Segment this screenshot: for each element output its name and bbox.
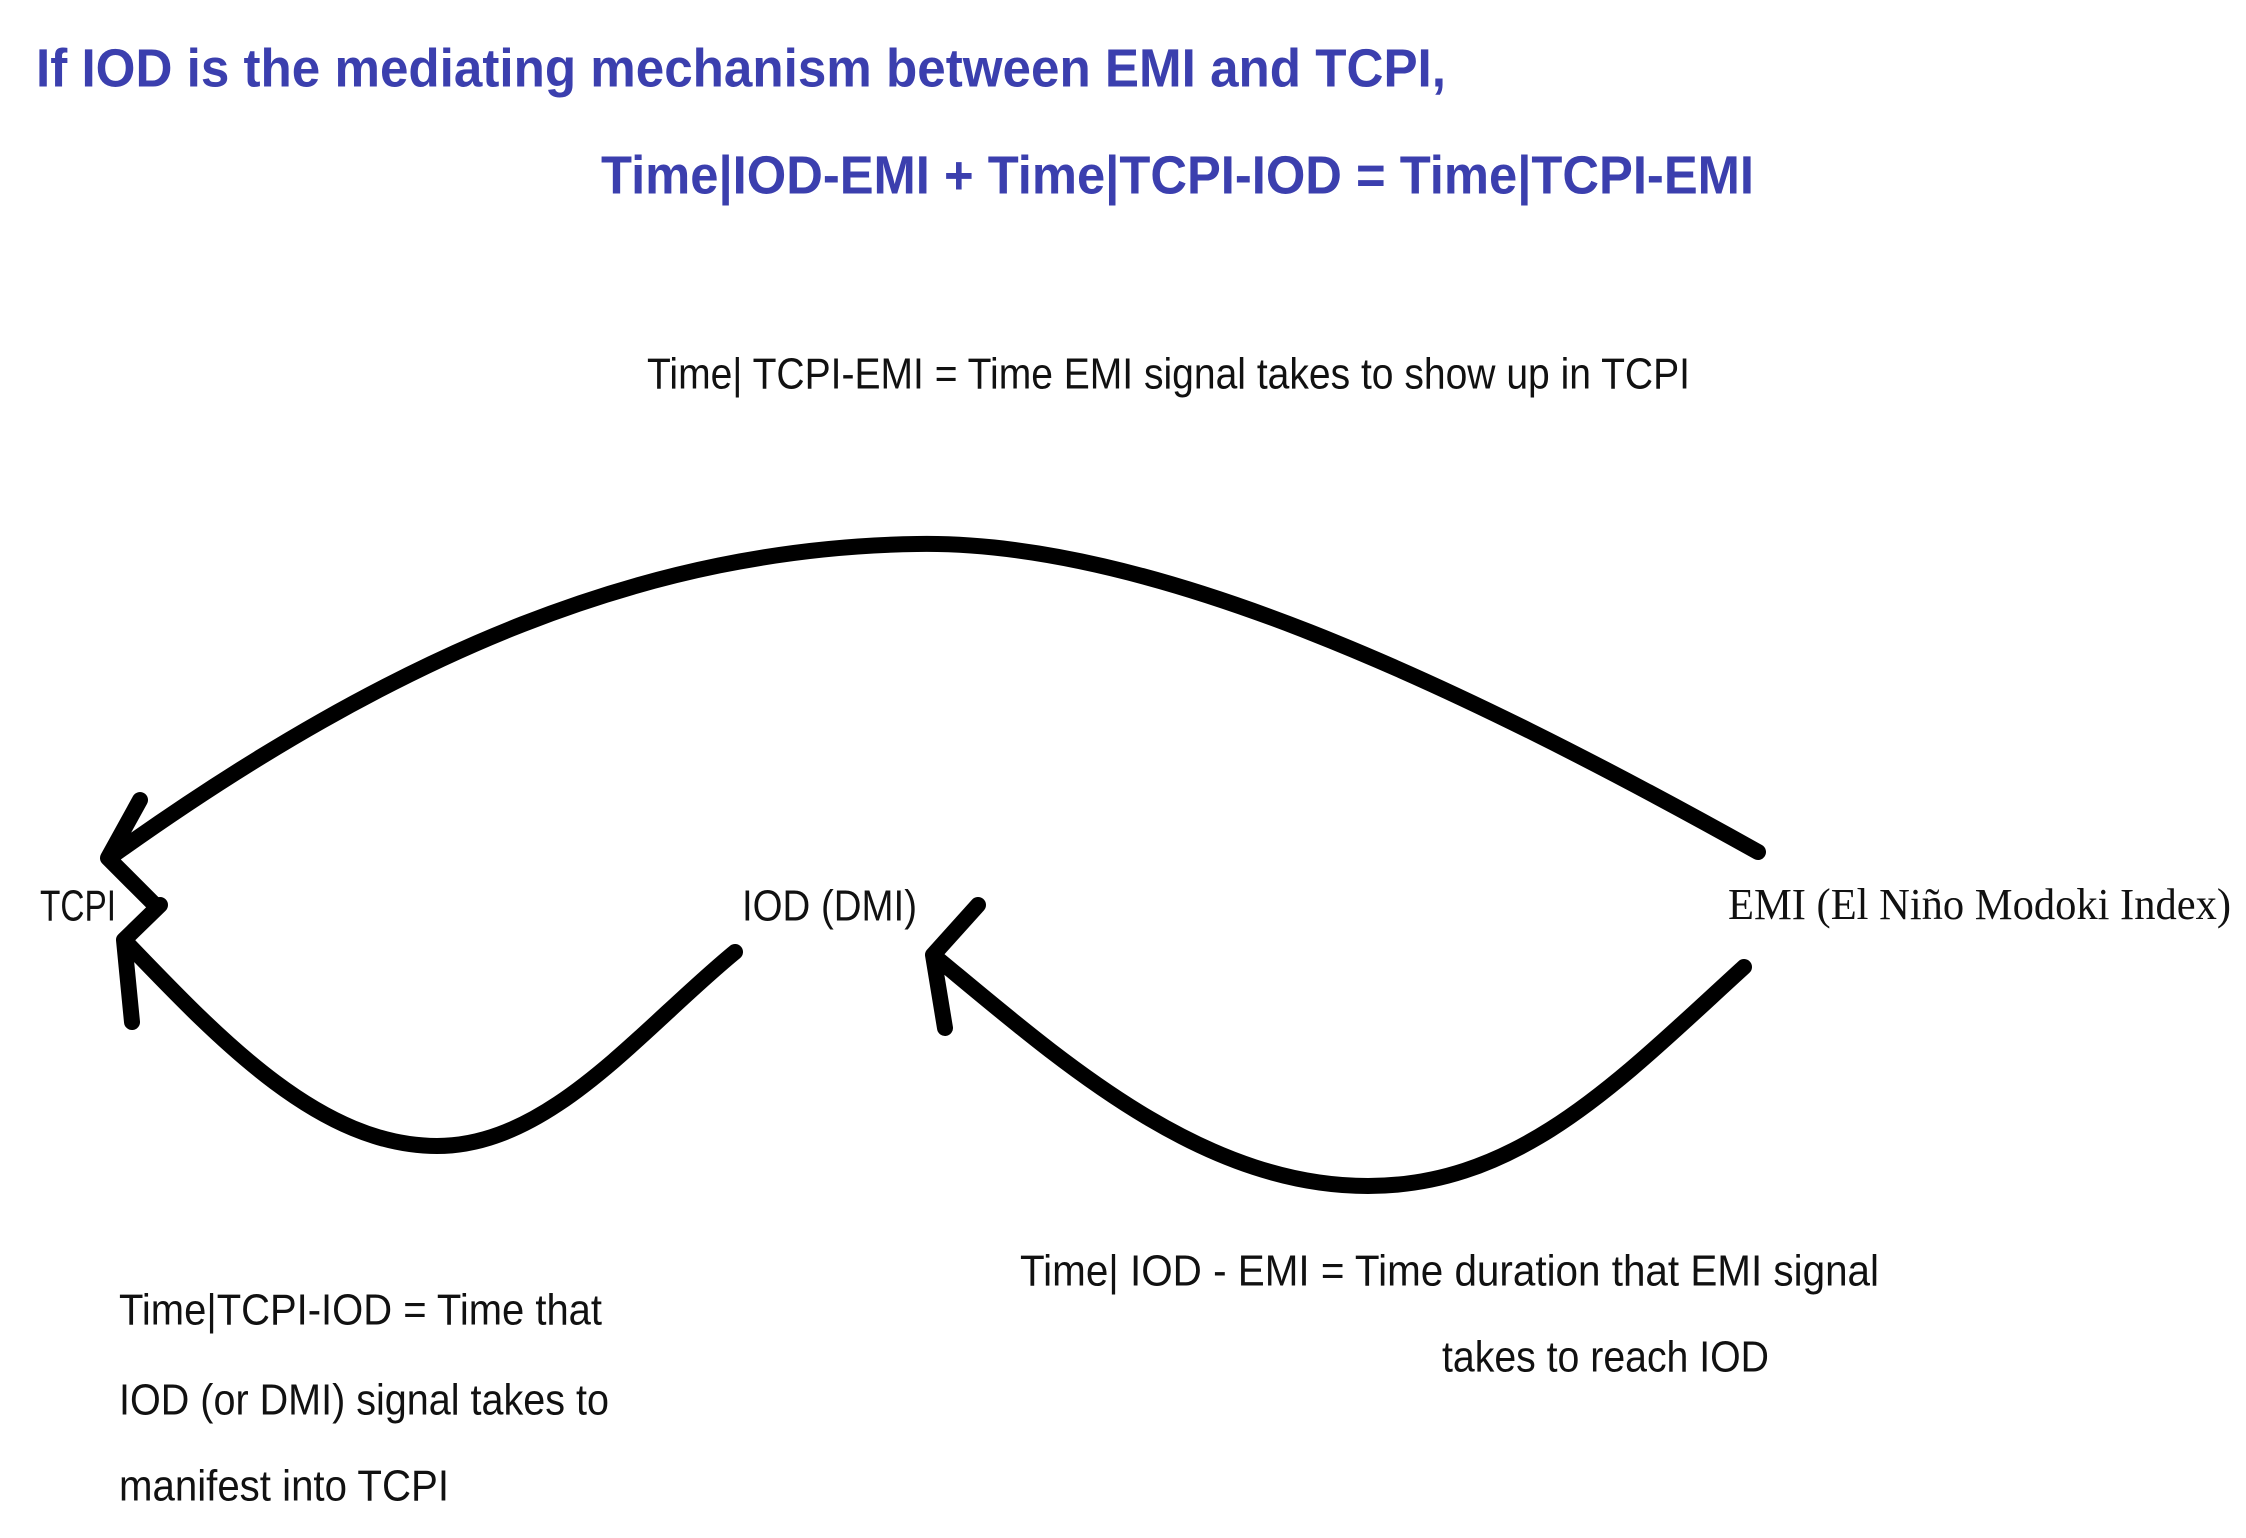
edge-label: takes to reach IOD [1442, 1333, 1769, 1382]
arrow [100, 535, 1766, 913]
arrow [116, 897, 743, 1154]
node-label: EMI (El Niño Modoki Index) [1728, 880, 2231, 929]
edge-label: manifest into TCPI [119, 1462, 449, 1511]
title-line: If IOD is the mediating mechanism betwee… [36, 38, 1446, 98]
title-line: Time|IOD-EMI + Time|TCPI-IOD = Time|TCPI… [601, 145, 1754, 206]
node-label: IOD (DMI) [742, 882, 917, 931]
node-label: TCPI [40, 882, 116, 931]
arrow [925, 897, 1752, 1194]
edge-label: Time|TCPI-IOD = Time that [119, 1286, 602, 1335]
edge-label: Time| TCPI-EMI = Time EMI signal takes t… [647, 350, 1690, 399]
edge-label: IOD (or DMI) signal takes to [119, 1376, 609, 1425]
edge-label: Time| IOD - EMI = Time duration that EMI… [1020, 1247, 1879, 1296]
